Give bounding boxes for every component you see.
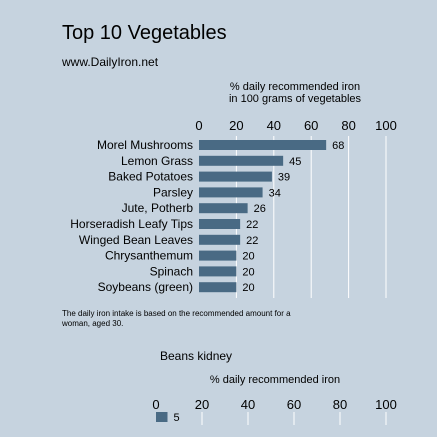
category-label: Baked Potatoes	[108, 170, 193, 184]
bar	[156, 412, 168, 422]
x-axis-label: % daily recommended iron	[230, 81, 360, 93]
value-label: 45	[289, 156, 301, 168]
value-label: 20	[242, 282, 254, 294]
value-label: 5	[174, 412, 180, 424]
x-tick-label: 60	[287, 397, 301, 412]
bar	[199, 234, 241, 245]
bar	[199, 250, 237, 261]
bar	[199, 155, 284, 166]
bar	[199, 171, 272, 182]
page-title: Top 10 Vegetables	[62, 22, 227, 44]
value-label: 20	[242, 266, 254, 278]
bar	[199, 282, 237, 293]
category-label: Jute, Potherb	[122, 201, 194, 215]
category-label: Soybeans (green)	[98, 280, 193, 294]
category-label: Parsley	[153, 185, 193, 199]
x-tick-label: 60	[304, 118, 318, 133]
category-label: Morel Mushrooms	[97, 138, 193, 152]
footnote: The daily iron intake is based on the re…	[62, 309, 291, 328]
x-tick-label: 100	[375, 397, 397, 412]
value-label: 26	[254, 203, 266, 215]
x-tick-label: 100	[375, 118, 397, 133]
value-label: 20	[242, 251, 254, 263]
x-axis-label: % daily recommended iron	[210, 374, 340, 386]
bar	[199, 140, 327, 150]
x-tick-label: 40	[267, 118, 281, 133]
bar	[199, 219, 241, 229]
category-label: Lemon Grass	[121, 154, 193, 168]
x-tick-label: 20	[229, 118, 243, 133]
value-label: 22	[246, 219, 258, 231]
x-tick-label: 80	[341, 118, 355, 133]
value-label: 68	[332, 140, 344, 152]
page-subtitle: www.DailyIron.net	[62, 55, 159, 69]
x-tick-label: 80	[333, 397, 347, 412]
category-label: Chrysanthemum	[105, 249, 193, 263]
x-tick-label: 0	[152, 397, 159, 412]
chart2-title: Beans kidney	[160, 349, 233, 363]
bar	[199, 203, 248, 214]
category-label: Winged Bean Leaves	[79, 233, 193, 247]
value-label: 39	[278, 172, 290, 184]
x-tick-label: 0	[195, 118, 202, 133]
value-label: 34	[269, 187, 281, 199]
bar	[199, 187, 263, 198]
value-label: 22	[246, 235, 258, 247]
x-axis-label: in 100 grams of vegetables	[229, 93, 362, 105]
x-tick-label: 20	[195, 397, 209, 412]
bar	[199, 266, 237, 277]
category-label: Spinach	[150, 264, 193, 278]
x-tick-label: 40	[241, 397, 255, 412]
category-label: Horseradish Leafy Tips	[70, 217, 193, 231]
